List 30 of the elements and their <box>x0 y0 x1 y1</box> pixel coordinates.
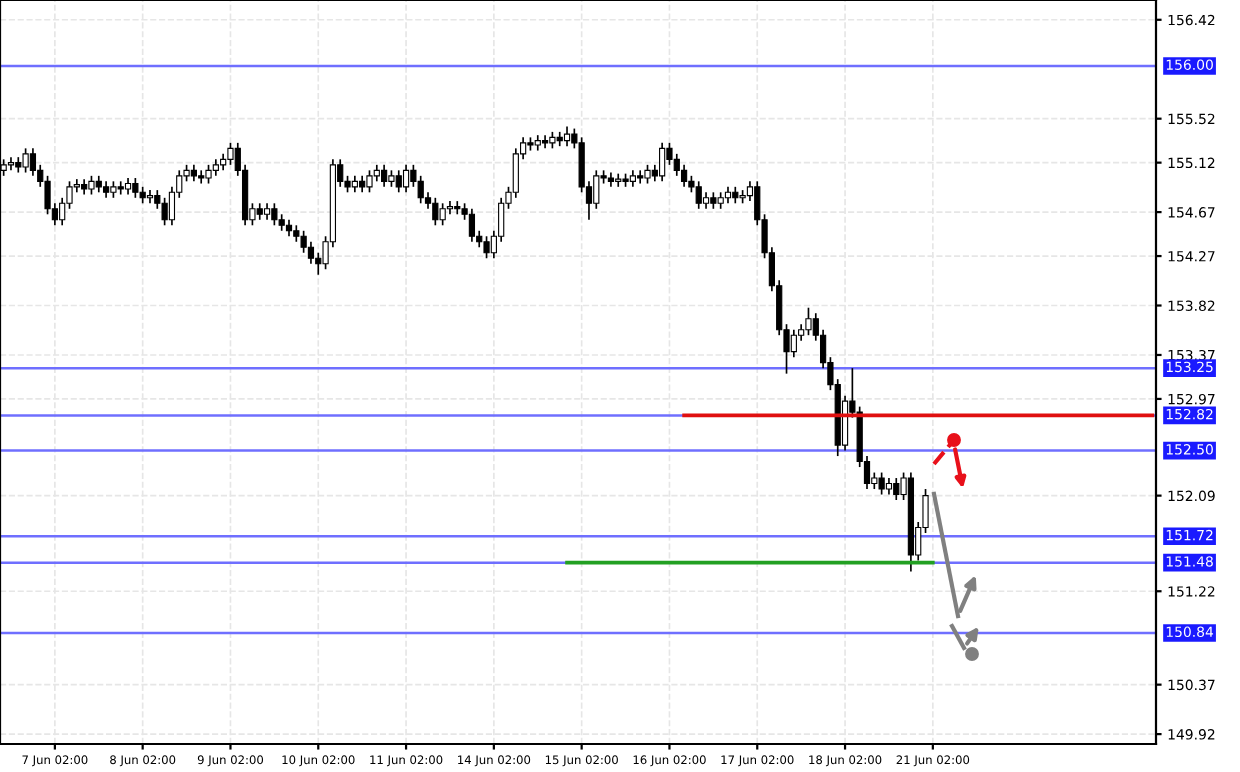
candlestick <box>878 471 885 496</box>
candlestick <box>366 169 373 194</box>
candlestick <box>637 169 644 185</box>
candlestick <box>161 196 168 227</box>
candlestick <box>117 180 124 196</box>
candlestick <box>380 164 388 188</box>
candlestick <box>454 200 461 216</box>
candlestick <box>132 177 139 199</box>
candlestick <box>198 169 205 185</box>
candlestick <box>205 164 212 185</box>
candlestick <box>402 164 410 194</box>
candlestick <box>271 202 278 227</box>
candlestick <box>446 200 454 216</box>
candlestick <box>88 174 95 196</box>
candlestick <box>893 477 900 501</box>
candlestick <box>146 189 154 205</box>
candlestick <box>805 306 812 337</box>
candlestick <box>227 142 234 166</box>
candlestick <box>790 328 797 358</box>
candlestick <box>563 125 571 147</box>
candlestick <box>432 196 439 227</box>
candlestick <box>644 164 651 185</box>
candlestick <box>439 202 446 227</box>
candlestick <box>483 235 490 260</box>
candlestick <box>395 169 402 194</box>
candlestick <box>22 147 29 174</box>
candlestick <box>468 207 476 243</box>
candlestick <box>659 142 666 183</box>
candlestick <box>695 180 702 210</box>
candlestick <box>7 156 15 172</box>
